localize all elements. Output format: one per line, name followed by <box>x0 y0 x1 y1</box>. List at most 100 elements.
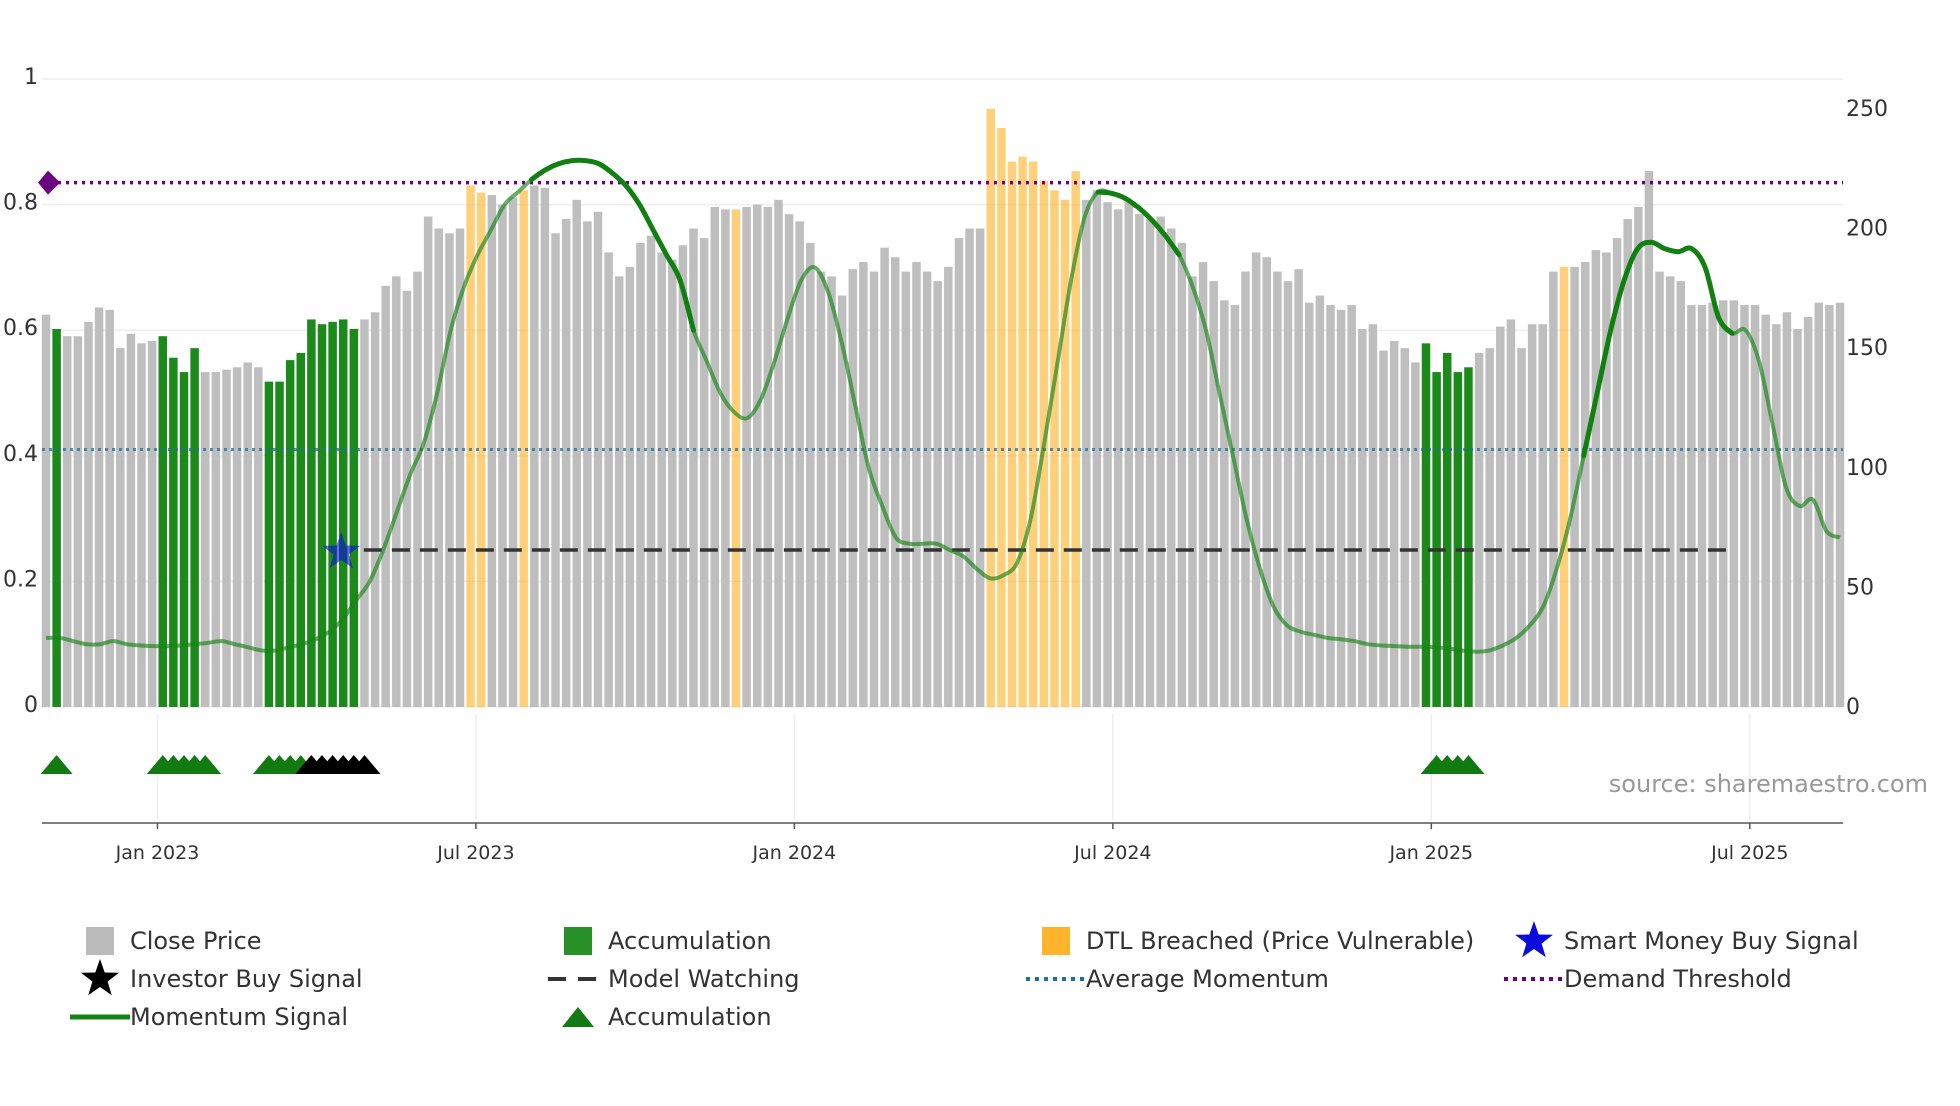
legend-swatch <box>564 927 592 955</box>
price-bars <box>41 108 1845 708</box>
price-bar <box>1124 202 1134 707</box>
right-tick-label: 250 <box>1846 97 1888 122</box>
price-bar <box>901 271 911 707</box>
price-bar <box>1708 302 1717 707</box>
price-bar <box>912 262 921 707</box>
price-bar <box>1665 276 1675 707</box>
accumulation-bar <box>190 348 199 707</box>
source-label: source: sharemaestro.com <box>1609 770 1928 798</box>
price-bar <box>126 333 136 707</box>
price-bar <box>1230 305 1240 707</box>
legend-label: Model Watching <box>608 965 800 993</box>
price-bar <box>965 228 974 707</box>
legend-label: Momentum Signal <box>130 1003 348 1031</box>
price-bar <box>816 271 826 707</box>
legend-item: Accumulation <box>564 927 772 955</box>
legend-item: Smart Money Buy Signal <box>1515 921 1859 958</box>
price-bar <box>254 367 263 707</box>
dtl-breached-bar <box>466 185 475 707</box>
price-bar <box>1294 269 1303 707</box>
price-bar <box>1389 340 1399 707</box>
price-bar <box>1782 312 1792 707</box>
reference-lines <box>38 170 1843 552</box>
left-tick-label: 0.8 <box>3 191 38 216</box>
price-bar <box>1166 228 1176 707</box>
price-bar <box>392 276 401 707</box>
price-bar <box>402 290 412 707</box>
dtl-breached-bar <box>731 209 741 707</box>
price-bar <box>200 372 210 707</box>
dtl-breached-bar <box>519 190 528 707</box>
price-bar <box>795 221 804 707</box>
investor-buy-triangle <box>348 755 381 774</box>
x-tick-label: Jan 2025 <box>1388 842 1473 864</box>
price-bar <box>837 295 847 707</box>
dtl-breached-bar <box>997 128 1006 708</box>
price-bar <box>498 204 507 707</box>
axes: Jan 2023 Jul 2023 Jan 2024 Jul 2024 Jan 2025… <box>3 65 1888 864</box>
accumulation-bar <box>1453 372 1463 707</box>
price-bar <box>944 266 953 707</box>
legend-swatch <box>86 927 114 955</box>
price-bar <box>1527 324 1537 707</box>
price-bar <box>593 211 603 707</box>
accumulation-triangle <box>1452 755 1485 774</box>
price-bar <box>1612 238 1622 707</box>
legend-swatch <box>1042 927 1070 955</box>
accumulation-bar <box>328 321 337 707</box>
price-bar <box>742 206 751 708</box>
price-bar <box>1379 350 1388 707</box>
price-bar <box>752 204 762 707</box>
legend-star-icon <box>81 959 119 996</box>
left-tick-label: 0.4 <box>3 442 38 467</box>
price-bar <box>41 314 51 707</box>
price-bar <box>84 321 93 707</box>
legend-label: Accumulation <box>608 1003 772 1031</box>
price-bar <box>222 369 231 707</box>
price-bar <box>1198 262 1208 707</box>
price-bar <box>583 221 592 707</box>
price-bar <box>975 228 985 707</box>
dtl-breached-bar <box>1007 161 1017 708</box>
legend-item: Demand Threshold <box>1504 965 1792 993</box>
price-bar <box>1506 319 1516 707</box>
price-bar <box>1655 271 1664 707</box>
price-bar <box>1580 262 1590 707</box>
price-bar <box>827 276 836 707</box>
price-bar <box>614 276 624 707</box>
right-tick-label: 150 <box>1846 336 1888 361</box>
accumulation-bar <box>338 319 348 707</box>
price-bar <box>1644 171 1654 708</box>
price-bar <box>561 218 571 707</box>
accumulation-bar <box>317 324 327 707</box>
legend-label: DTL Breached (Price Vulnerable) <box>1086 927 1474 955</box>
price-bar <box>1772 324 1781 707</box>
accumulation-bar <box>1442 352 1452 707</box>
price-bar <box>1496 326 1505 707</box>
dtl-breached-bar <box>1028 161 1038 708</box>
price-bar <box>455 228 465 707</box>
price-bar <box>1113 209 1123 707</box>
price-bar <box>1602 252 1611 707</box>
price-bar <box>890 257 900 707</box>
price-bar <box>1697 305 1707 707</box>
price-bar <box>1538 324 1548 707</box>
accumulation-bar <box>179 372 189 707</box>
price-bar <box>73 336 83 707</box>
price-bar <box>1188 276 1197 707</box>
price-bar <box>689 228 698 707</box>
price-bar <box>721 209 730 707</box>
accumulation-triangle <box>189 755 222 774</box>
dtl-breached-bar <box>1060 199 1070 707</box>
price-bar <box>572 199 582 707</box>
price-bar <box>1336 309 1346 707</box>
price-bar <box>105 309 114 707</box>
demand-threshold-marker <box>38 170 60 195</box>
legend-label: Smart Money Buy Signal <box>1564 927 1859 955</box>
price-bar <box>668 259 677 707</box>
price-bar <box>1156 216 1165 707</box>
price-bar <box>1718 300 1728 707</box>
right-tick-label: 50 <box>1846 575 1874 600</box>
price-bar <box>1209 281 1218 707</box>
